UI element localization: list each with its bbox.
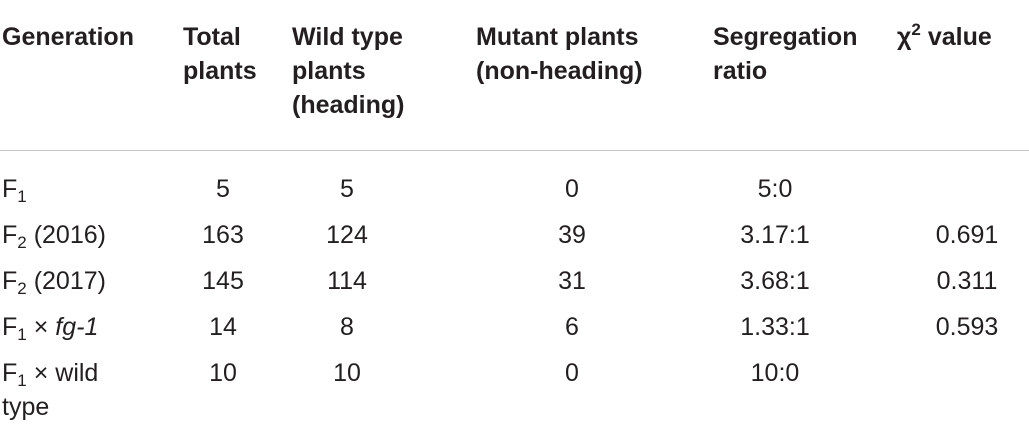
- row-f1-ratio: 5:0: [757, 175, 793, 203]
- row-f1-x-wild-ratio: 10:0: [750, 359, 800, 387]
- header-segregation-ratio: Segregation ratio: [713, 23, 858, 85]
- row-f2-2017-mutant: 31: [558, 267, 586, 295]
- row-f2-2016-chi: 0.691: [935, 221, 999, 249]
- row-f2-2017-chi: 0.311: [936, 267, 998, 295]
- row-f1-generation: F1: [2, 175, 27, 206]
- row-f2-2016-total: 163: [202, 221, 244, 249]
- row-f1-total: 5: [216, 175, 230, 203]
- header-wild-type: Wild type plants (heading): [292, 23, 405, 119]
- row-f2-2017-ratio: 3.68:1: [740, 267, 810, 295]
- row-f1-x-fg1-wild: 8: [340, 313, 354, 341]
- header-chi-square: χ2 value: [897, 20, 992, 51]
- row-f1-x-wild-mutant: 0: [565, 359, 579, 387]
- row-f1-x-fg1-chi: 0.593: [935, 313, 999, 341]
- row-f1-x-fg1-ratio: 1.33:1: [740, 313, 810, 341]
- row-f1-x-fg1-generation: F1 × fg-1: [2, 313, 99, 344]
- row-f1-x-wild-generation: F1 × wild type: [2, 359, 99, 421]
- row-f1-x-fg1-mutant: 6: [565, 313, 579, 341]
- header-generation: Generation: [2, 23, 134, 51]
- row-f2-2016-mutant: 39: [558, 221, 586, 249]
- row-f2-2016-generation: F2 (2016): [2, 221, 106, 252]
- row-f1-wild: 5: [340, 175, 354, 203]
- row-f2-2017-wild: 114: [327, 267, 367, 295]
- row-f2-2017-generation: F2 (2017): [2, 267, 106, 298]
- row-f2-2017-total: 145: [202, 267, 244, 295]
- header-mutant-plants: Mutant plants (non-heading): [476, 23, 643, 85]
- row-f1-x-wild-total: 10: [209, 359, 237, 387]
- row-f2-2016-wild: 124: [326, 221, 368, 249]
- row-f1-mutant: 0: [565, 175, 579, 203]
- header-total-plants: Total plants: [183, 23, 257, 85]
- row-f2-2016-ratio: 3.17:1: [740, 221, 810, 249]
- header-divider: [0, 150, 1029, 151]
- row-f1-x-fg1-total: 14: [209, 313, 237, 341]
- row-f1-x-wild-wild: 10: [333, 359, 361, 387]
